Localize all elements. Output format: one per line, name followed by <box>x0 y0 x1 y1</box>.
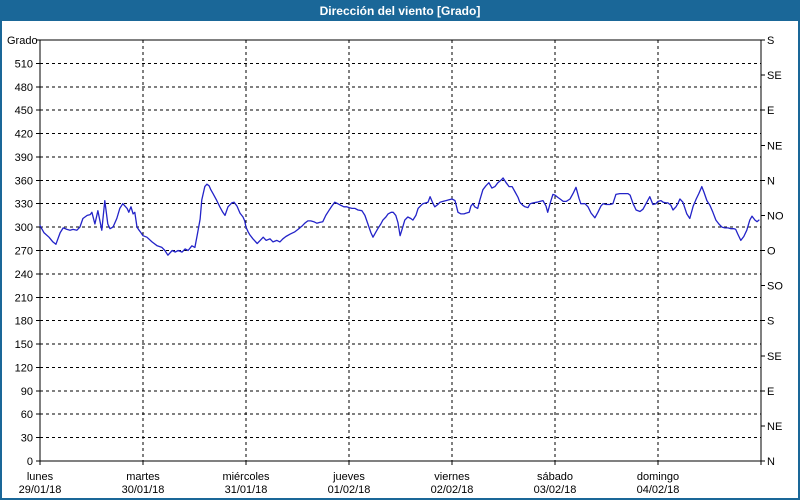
y-tick-label: 330 <box>15 199 33 211</box>
day-date-label: 04/02/18 <box>637 484 680 496</box>
compass-tick-label: S <box>767 316 774 328</box>
y-tick-label: 30 <box>21 433 33 445</box>
compass-tick-label: SE <box>767 351 782 363</box>
chart-title: Dirección del viento [Grado] <box>2 2 798 21</box>
day-date-label: 01/02/18 <box>328 484 371 496</box>
day-name-label: domingo <box>637 471 679 483</box>
y-tick-label: 240 <box>15 269 33 281</box>
y-tick-label: 90 <box>21 386 33 398</box>
day-name-label: viernes <box>434 471 470 483</box>
y-tick-label: 270 <box>15 246 33 258</box>
day-name-label: miércoles <box>222 471 270 483</box>
y-tick-label: 450 <box>15 105 33 117</box>
compass-tick-label: NO <box>767 210 784 222</box>
compass-tick-label: NE <box>767 140 782 152</box>
compass-tick-label: O <box>767 246 776 258</box>
y-tick-label: 60 <box>21 409 33 421</box>
y-tick-label: 210 <box>15 292 33 304</box>
y-tick-label: 510 <box>15 58 33 70</box>
chart-area: Grado 0 30 60 90 120 150 180 210 240 270 300 330 360… <box>2 21 798 498</box>
wind-direction-line <box>39 177 760 256</box>
y-tick-label: 180 <box>15 316 33 328</box>
day-name-label: lunes <box>27 471 54 483</box>
compass-tick-label: SE <box>767 70 782 82</box>
day-date-label: 29/01/18 <box>19 484 62 496</box>
y-tick-label: 420 <box>15 129 33 141</box>
day-date-label: 31/01/18 <box>225 484 268 496</box>
compass-tick-label: N <box>767 456 775 468</box>
compass-tick-label: SO <box>767 281 783 293</box>
day-name-label: sábado <box>537 471 573 483</box>
day-date-label: 30/01/18 <box>122 484 165 496</box>
y-axis-unit-label: Grado <box>7 35 38 47</box>
compass-tick-label: NE <box>767 421 782 433</box>
day-name-label: jueves <box>332 471 365 483</box>
day-name-label: martes <box>126 471 160 483</box>
y-tick-label: 480 <box>15 82 33 94</box>
y-tick-label: 0 <box>27 456 33 468</box>
wind-direction-chart: 0 30 60 90 120 150 180 210 240 270 300 330 360 390 420… <box>15 35 784 496</box>
y-tick-label: 120 <box>15 362 33 374</box>
y-tick-label: 360 <box>15 175 33 187</box>
compass-tick-label: N <box>767 175 775 187</box>
day-date-label: 03/02/18 <box>534 484 577 496</box>
y-tick-label: 300 <box>15 222 33 234</box>
compass-tick-label: S <box>767 35 774 47</box>
compass-tick-label: E <box>767 105 774 117</box>
y-tick-label: 150 <box>15 339 33 351</box>
compass-tick-label: E <box>767 386 774 398</box>
day-date-label: 02/02/18 <box>431 484 474 496</box>
y-tick-label: 390 <box>15 152 33 164</box>
